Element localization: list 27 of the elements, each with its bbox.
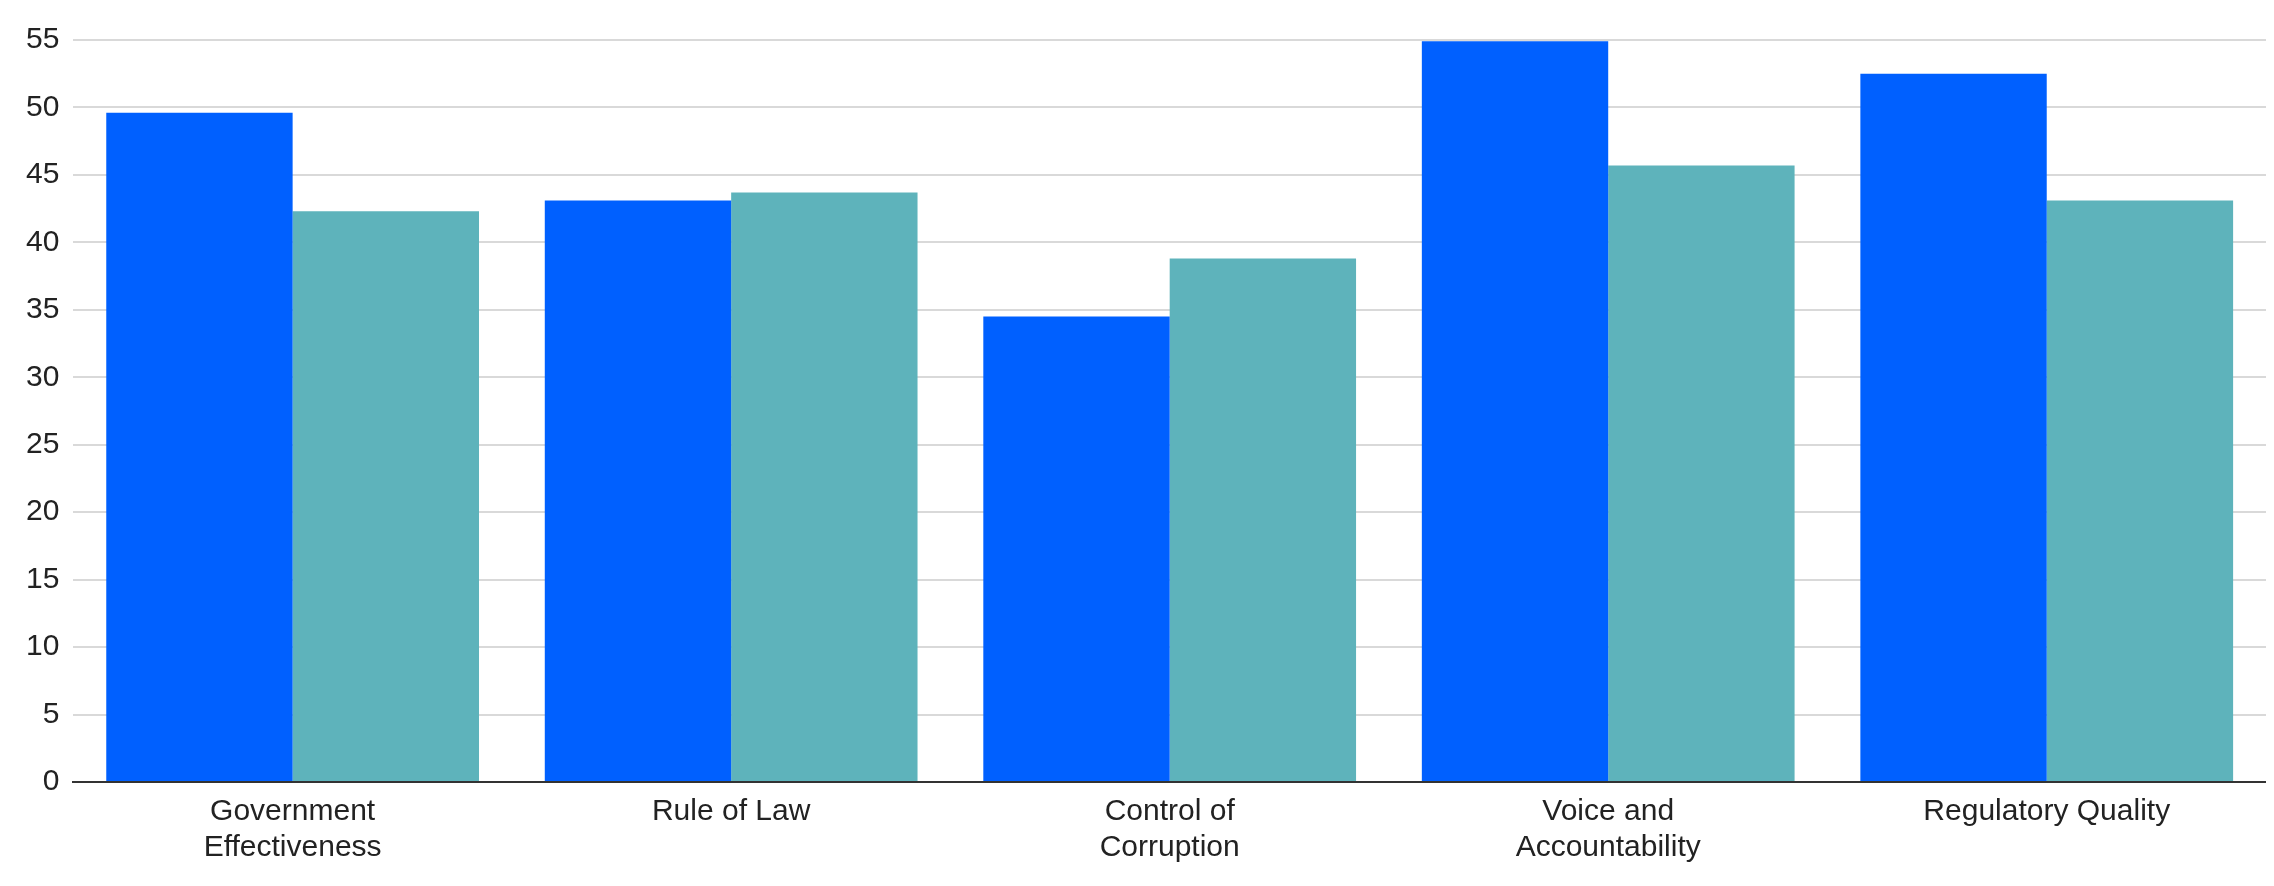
bar	[106, 112, 293, 781]
bar	[292, 211, 480, 781]
y-tick-label: 35	[25, 291, 60, 325]
y-tick-label: 30	[25, 358, 60, 392]
y-tick-label: 20	[25, 493, 60, 527]
y-tick-label: 25	[25, 425, 60, 459]
y-tick-label: 15	[25, 560, 60, 594]
x-tick-label: Voice and Accountability	[1515, 793, 1701, 863]
bar	[1608, 165, 1795, 781]
y-tick-label: 55	[25, 21, 60, 55]
bar	[2046, 200, 2234, 781]
y-tick-label: 50	[25, 88, 60, 122]
y-tick-label: 5	[42, 695, 60, 729]
bar	[1169, 258, 1357, 781]
bar	[983, 316, 1170, 781]
x-tick-label: Control of Corruption	[1099, 793, 1240, 863]
x-tick-label: Regulatory Quality	[1923, 793, 2171, 827]
bar	[1421, 41, 1609, 781]
y-tick-label: 45	[25, 156, 60, 190]
y-tick-label: 40	[25, 223, 60, 257]
bar	[731, 192, 918, 781]
bar	[1860, 73, 2047, 781]
x-tick-label: Government Effectiveness	[203, 793, 382, 863]
y-tick-label: 0	[42, 763, 60, 797]
y-tick-label: 10	[25, 628, 60, 662]
bar	[544, 200, 732, 781]
x-tick-label: Rule of Law	[651, 793, 811, 827]
